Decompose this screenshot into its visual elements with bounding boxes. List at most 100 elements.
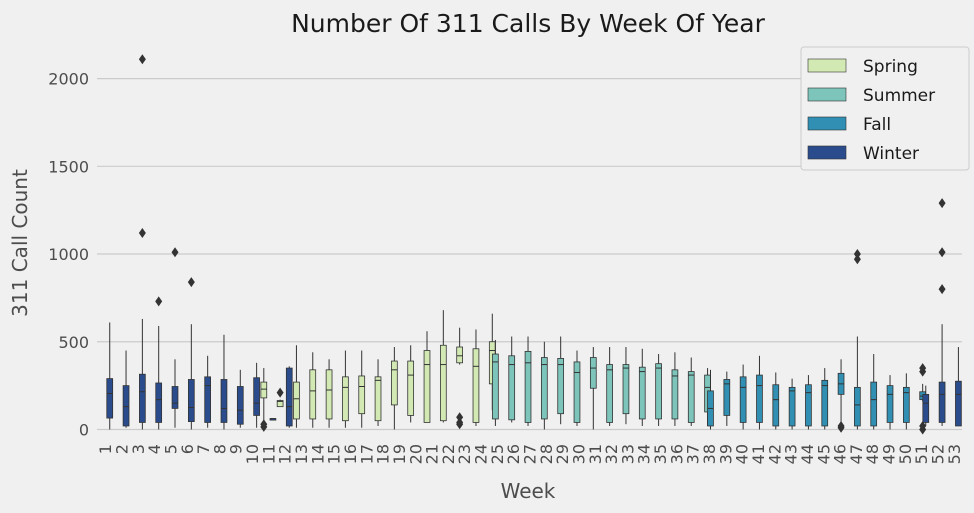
x-tick-label: 17 <box>357 444 376 464</box>
x-tick-label: 15 <box>325 444 344 464</box>
box-week-9-winter <box>236 369 244 428</box>
x-tick-label: 22 <box>439 444 458 464</box>
box-week-25-summer <box>492 340 499 426</box>
outlier-point <box>919 420 927 431</box>
x-tick-label: 6 <box>178 444 197 454</box>
outlier-point <box>853 254 861 265</box>
box-week-6-winter <box>187 277 195 430</box>
x-tick-label: 36 <box>667 444 686 464</box>
box-body <box>886 385 894 423</box>
box-body <box>541 357 548 420</box>
box-week-15-spring <box>325 359 333 428</box>
legend-label-fall: Fall <box>863 115 891 135</box>
x-tick-label: 2 <box>112 444 131 454</box>
box-week-27-summer <box>524 336 532 426</box>
box-body <box>903 386 910 423</box>
x-tick-label: 39 <box>716 444 735 464</box>
box-body <box>285 367 293 427</box>
x-tick-label: 24 <box>472 444 491 464</box>
box-week-34-summer <box>638 348 646 426</box>
box-week-44-fall <box>805 375 812 430</box>
x-tick-label: 38 <box>700 444 719 464</box>
outlier-point <box>260 419 268 430</box>
box-body <box>309 369 317 420</box>
x-tick-label: 7 <box>194 444 213 454</box>
x-tick-label: 3 <box>129 444 148 454</box>
y-tick-label: 500 <box>58 333 89 352</box>
box-body <box>325 369 333 420</box>
outlier-point <box>456 412 464 423</box>
x-tick-label: 9 <box>227 444 246 454</box>
box-week-21-spring <box>423 331 431 423</box>
box-body <box>472 348 480 423</box>
outlier-point <box>171 247 179 258</box>
outlier-point <box>456 417 464 428</box>
legend-label-spring: Spring <box>863 57 918 77</box>
legend-label-winter: Winter <box>863 144 919 164</box>
box-week-19-spring <box>391 347 398 430</box>
box-body <box>723 379 731 416</box>
box-body <box>938 381 946 423</box>
box-week-38-fall <box>707 369 714 430</box>
x-tick-label: 16 <box>341 444 360 464</box>
box-body <box>423 350 431 423</box>
gridlines <box>97 77 962 431</box>
x-tick-label: 26 <box>504 444 523 464</box>
box-body <box>342 376 349 422</box>
x-tick-label: 23 <box>455 444 474 464</box>
x-tick-label: 1 <box>96 444 115 454</box>
x-tick-label: 19 <box>390 444 409 464</box>
y-tick-label: 0 <box>79 420 89 439</box>
legend-swatch-fall <box>807 116 847 131</box>
chart-title: Number Of 311 Calls By Week Of Year <box>291 9 766 38</box>
outlier-point <box>853 249 861 260</box>
box-body <box>492 353 499 420</box>
box-week-2-winter <box>122 350 130 428</box>
box-week-18-spring <box>374 359 382 426</box>
x-tick-label: 49 <box>880 444 899 464</box>
x-tick-label: 18 <box>374 444 393 464</box>
box-week-49-fall <box>886 375 894 430</box>
y-tick-labels: 0 500 1000 1500 2000 <box>48 70 89 440</box>
x-tick-label: 34 <box>635 444 654 464</box>
box-week-12-spring <box>276 387 284 408</box>
x-tick-label: 33 <box>618 444 637 464</box>
x-tick-label: 29 <box>553 444 572 464</box>
outlier-point <box>187 277 195 288</box>
box-body <box>922 393 930 423</box>
box-week-35-summer <box>655 354 662 426</box>
x-tick-label: 53 <box>945 444 964 464</box>
box-series <box>106 54 962 435</box>
box-week-48-fall <box>870 354 878 430</box>
box-body <box>171 386 179 409</box>
box-week-39-fall <box>723 371 731 426</box>
box-week-30-summer <box>573 350 581 426</box>
box-body <box>638 366 646 420</box>
box-body <box>573 361 581 423</box>
box-body <box>260 381 268 399</box>
x-tick-label: 37 <box>684 444 703 464</box>
box-body <box>391 360 398 406</box>
box-week-20-spring <box>407 345 415 423</box>
legend-swatch-spring <box>807 58 847 73</box>
x-tick-label: 50 <box>896 444 915 464</box>
box-week-11-spring <box>260 368 268 432</box>
box-body <box>106 378 114 419</box>
box-week-41-fall <box>756 355 763 430</box>
box-body <box>204 376 211 423</box>
box-week-13-spring <box>293 345 300 428</box>
box-body <box>772 384 780 427</box>
x-axis-title: Week <box>501 479 556 503</box>
x-tick-labels: 1234567891011121314151617181920212223242… <box>96 444 964 464</box>
box-week-17-spring <box>358 350 366 428</box>
box-body <box>805 384 812 427</box>
box-week-12-winter <box>285 366 293 428</box>
legend-label-summer: Summer <box>863 86 935 106</box>
x-tick-label: 11 <box>259 444 278 464</box>
box-week-53-winter <box>955 347 962 427</box>
box-body <box>358 375 366 415</box>
x-tick-label: 43 <box>782 444 801 464</box>
x-tick-label: 21 <box>423 444 442 464</box>
box-week-5-winter <box>171 247 179 428</box>
x-tick-label: 44 <box>798 444 817 464</box>
